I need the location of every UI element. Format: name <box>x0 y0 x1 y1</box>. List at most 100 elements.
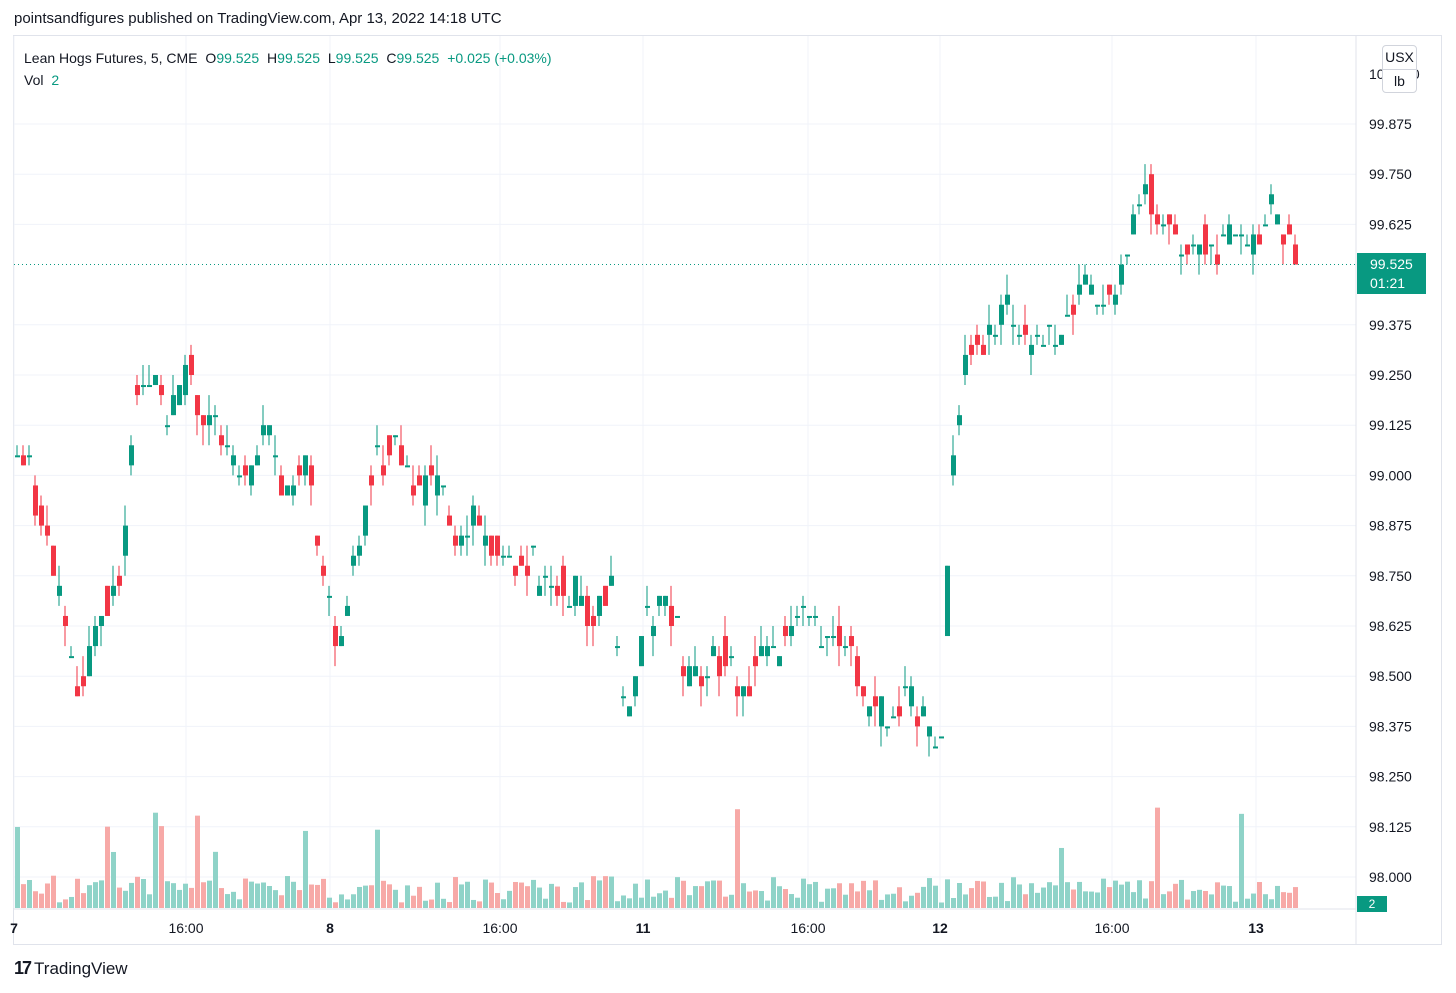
volume-bar <box>1095 892 1100 908</box>
legend-high-label: H <box>267 50 278 66</box>
candle-body <box>525 565 530 576</box>
volume-bar <box>531 879 536 908</box>
candle-body <box>21 455 26 466</box>
volume-bar <box>435 882 440 908</box>
candle-body <box>939 736 944 739</box>
volume-bar <box>99 880 104 908</box>
legend-open: O99.525 <box>205 50 259 66</box>
candle-body <box>1011 324 1016 327</box>
volume-bar <box>999 882 1004 908</box>
tradingview-logo[interactable]: 17 TradingView <box>14 958 128 979</box>
candle-body <box>369 475 374 486</box>
volume-bar <box>951 898 956 908</box>
volume-bar <box>1173 883 1178 908</box>
volume-bar <box>669 897 674 908</box>
candle-body <box>723 636 728 667</box>
volume-bar <box>363 885 368 908</box>
volume-bar <box>87 885 92 908</box>
candle-body <box>945 565 950 637</box>
candle-body <box>579 595 584 606</box>
volume-bar <box>1131 892 1136 908</box>
volume-bar <box>1089 891 1094 908</box>
candle-body <box>1251 234 1256 255</box>
time-tick-label: 16:00 <box>482 920 517 936</box>
volume-bar <box>1047 882 1052 908</box>
candle-body <box>345 605 350 616</box>
volume-bar <box>921 886 926 908</box>
candle-body <box>1287 224 1292 235</box>
candle-body <box>1155 214 1160 225</box>
candle-body <box>573 575 578 606</box>
volume-bar <box>975 880 980 908</box>
candle-body <box>249 465 254 486</box>
candle-body <box>105 585 110 616</box>
candle-body <box>15 455 20 458</box>
candle-body <box>123 525 128 556</box>
volume-bar <box>525 886 530 908</box>
volume-bar <box>789 894 794 908</box>
volume-bar <box>1143 898 1148 908</box>
price-tick-label: 98.625 <box>1369 618 1412 634</box>
candle-body <box>699 676 704 687</box>
volume-bar <box>489 882 494 908</box>
candle-body <box>81 676 86 687</box>
volume-bar <box>309 884 314 908</box>
volume-bar <box>759 891 764 908</box>
volume-bar <box>1107 887 1112 908</box>
candle-body <box>1275 214 1280 225</box>
candle-body <box>741 686 746 697</box>
candle-body <box>1065 314 1070 317</box>
candle-body <box>717 656 722 677</box>
volume-bar <box>381 880 386 908</box>
time-axis: 7 16:00 8 16:00 11 16:00 12 16:00 13 <box>10 920 1264 936</box>
candle-body <box>867 706 872 717</box>
volume-bar <box>1185 899 1190 908</box>
volume-bar <box>231 891 236 908</box>
candle-body <box>99 615 104 626</box>
volume-bar <box>591 876 596 908</box>
time-tick-label: 11 <box>636 920 651 936</box>
candle-body <box>1131 214 1136 235</box>
candle-body <box>147 385 152 388</box>
candle-body <box>237 475 242 478</box>
time-tick-label: 12 <box>932 920 948 936</box>
candle-body <box>489 535 494 556</box>
volume-bar <box>897 887 902 908</box>
time-tick-label: 7 <box>10 920 18 936</box>
volume-bar <box>1071 889 1076 908</box>
price-tick-label: 99.375 <box>1369 317 1412 333</box>
volume-bar <box>609 876 614 908</box>
candle-body <box>957 415 962 426</box>
volume-bar <box>657 893 662 908</box>
volume-bar <box>1245 898 1250 908</box>
candle-body <box>777 656 782 667</box>
volume-bar <box>687 895 692 908</box>
publisher-line: pointsandfigures published on TradingVie… <box>14 10 502 27</box>
volume-bar <box>891 893 896 908</box>
volume-bar <box>21 884 26 908</box>
legend-symbol: Lean Hogs Futures, 5, CME <box>24 50 198 66</box>
volume-bar <box>561 901 566 908</box>
candle-body <box>1017 334 1022 337</box>
candle-body <box>495 535 500 556</box>
volume-bar <box>51 875 56 908</box>
candle-body <box>117 575 122 586</box>
volume-bar <box>645 879 650 908</box>
price-tick-label: 99.750 <box>1369 166 1412 182</box>
candle-body <box>987 324 992 335</box>
candle-body <box>423 475 428 506</box>
candle-body <box>639 636 644 667</box>
currency-unit-selector[interactable]: USX lb <box>1382 45 1417 93</box>
volume-bar <box>1011 877 1016 908</box>
volume-bar <box>207 880 212 908</box>
volume-bar <box>15 827 20 908</box>
volume-bar <box>603 876 608 908</box>
volume-bar <box>957 883 962 908</box>
volume-bar <box>369 885 374 908</box>
volume-bar <box>195 815 200 908</box>
candle-body <box>585 595 590 626</box>
candle-body <box>501 555 506 558</box>
volume-bar <box>723 896 728 908</box>
volume-bar <box>1077 881 1082 908</box>
